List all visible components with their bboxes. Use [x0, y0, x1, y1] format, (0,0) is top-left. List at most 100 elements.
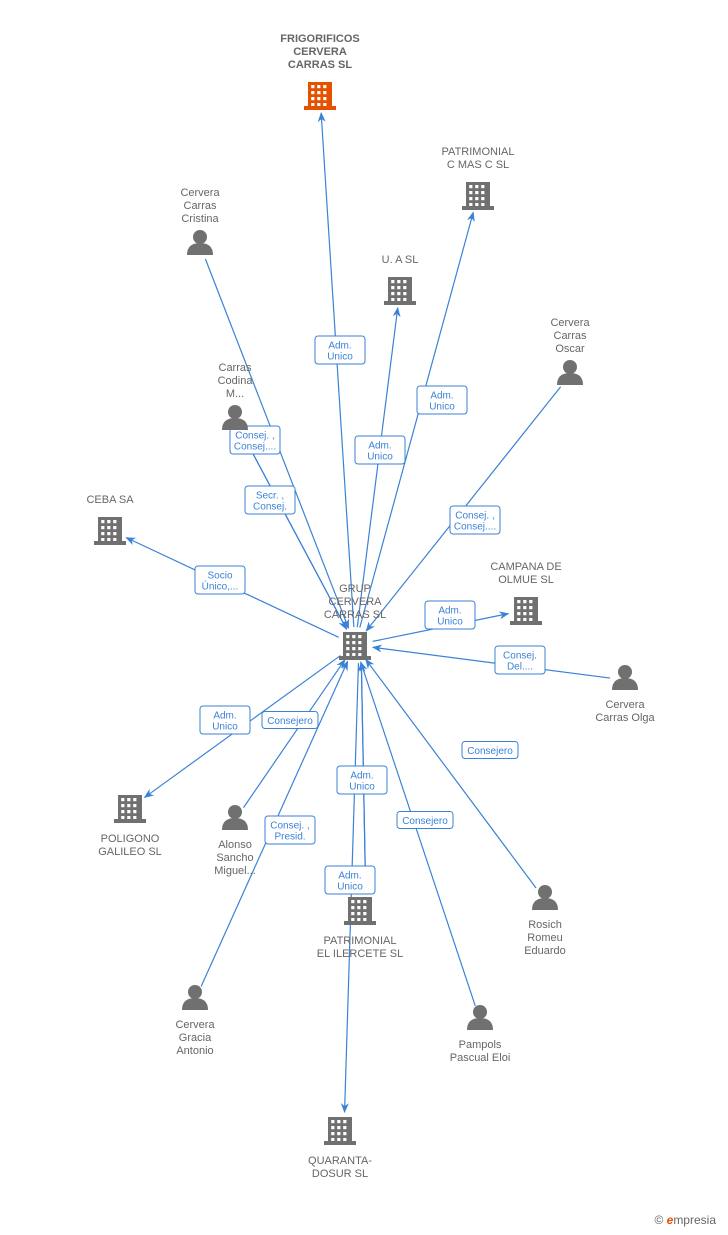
node-label: CARRAS SL: [288, 59, 352, 71]
node-label: Miguel...: [214, 865, 256, 877]
node-label: Cervera: [550, 317, 590, 329]
svg-text:Unico: Unico: [349, 781, 375, 792]
svg-text:Consej. ,: Consej. ,: [235, 430, 274, 441]
svg-text:Consej....: Consej....: [234, 441, 276, 452]
relation-edge: [360, 212, 474, 627]
node-label: Codina: [218, 375, 254, 387]
edge-label: Adm.Unico: [200, 706, 250, 734]
node-label: CERVERA: [329, 596, 383, 608]
svg-text:Unico: Unico: [437, 616, 463, 627]
svg-text:Único,...: Único,...: [202, 579, 239, 592]
node-label: Rosich: [528, 919, 562, 931]
svg-text:Consej.: Consej.: [503, 650, 537, 661]
copyright-symbol: ©: [654, 1213, 663, 1227]
node-label: DOSUR SL: [312, 1168, 368, 1180]
relation-edge: [366, 659, 536, 888]
edge-label: Consejero: [397, 812, 453, 829]
edge-label: SocioÚnico,...: [195, 566, 245, 594]
person-node[interactable]: CerveraCarras Olga: [595, 665, 655, 724]
svg-text:Consejero: Consejero: [467, 746, 513, 757]
svg-text:Consej....: Consej....: [454, 521, 496, 532]
svg-text:Adm.: Adm.: [328, 340, 351, 351]
node-label: OLMUE SL: [498, 574, 554, 586]
edge-label: Consejero: [462, 742, 518, 759]
node-label: PATRIMONIAL: [442, 146, 515, 158]
node-label: Cervera: [605, 699, 645, 711]
svg-text:Adm.: Adm.: [438, 605, 461, 616]
edge-label: Adm.Unico: [337, 766, 387, 794]
node-label: Cristina: [181, 213, 219, 225]
svg-text:Adm.: Adm.: [213, 710, 236, 721]
company-node[interactable]: PATRIMONIALC MAS C SL: [442, 146, 515, 210]
node-label: FRIGORIFICOS: [280, 33, 359, 45]
node-label: Carras: [183, 200, 217, 212]
svg-text:Secr. ,: Secr. ,: [256, 490, 284, 501]
svg-text:Unico: Unico: [337, 881, 363, 892]
person-node[interactable]: PampolsPascual Eloi: [450, 1005, 511, 1064]
node-label: EL ILERCETE SL: [317, 948, 403, 960]
node-label: Cervera: [175, 1019, 215, 1031]
node-label: CAMPANA DE: [490, 561, 561, 573]
node-label: Carras: [553, 330, 587, 342]
node-label: Gracia: [179, 1032, 212, 1044]
person-node[interactable]: CerveraGraciaAntonio: [175, 985, 215, 1057]
network-diagram: Secr. ,Consej.Adm.UnicoAdm.UnicoAdm.Unic…: [0, 0, 728, 1235]
svg-text:Unico: Unico: [212, 721, 238, 732]
company-node[interactable]: POLIGONOGALILEO SL: [98, 795, 162, 858]
relation-edge: [321, 113, 354, 627]
edge-label: Consej. ,Consej....: [230, 426, 280, 454]
company-node[interactable]: FRIGORIFICOSCERVERACARRAS SL: [280, 33, 359, 110]
svg-text:Consejero: Consejero: [402, 816, 448, 827]
node-label: M...: [226, 388, 244, 400]
company-node[interactable]: U. A SL: [382, 254, 419, 305]
node-label: Sancho: [216, 852, 253, 864]
edge-label: Adm.Unico: [325, 866, 375, 894]
node-label: POLIGONO: [101, 833, 160, 845]
svg-text:Del....: Del....: [507, 661, 533, 672]
node-label: Eduardo: [524, 945, 566, 957]
person-node[interactable]: AlonsoSanchoMiguel...: [214, 805, 256, 877]
svg-text:Unico: Unico: [327, 351, 353, 362]
svg-text:Presid.: Presid.: [274, 831, 305, 842]
svg-text:Consejero: Consejero: [267, 716, 313, 727]
edge-label: Adm.Unico: [425, 601, 475, 629]
svg-text:Consej. ,: Consej. ,: [270, 820, 309, 831]
node-label: GRUP: [339, 583, 371, 595]
node-label: Cervera: [180, 187, 220, 199]
person-node[interactable]: CerveraCarrasOscar: [550, 317, 590, 385]
svg-text:Unico: Unico: [429, 401, 455, 412]
node-label: C MAS C SL: [447, 159, 509, 171]
node-label: Romeu: [527, 932, 562, 944]
company-node[interactable]: PATRIMONIALEL ILERCETE SL: [317, 897, 403, 960]
person-node[interactable]: CarrasCodinaM...: [218, 362, 254, 430]
edge-label: Consej. ,Presid.: [265, 816, 315, 844]
relation-edge: [243, 660, 344, 808]
edge-label: Adm.Unico: [417, 386, 467, 414]
node-label: CARRAS SL: [324, 609, 386, 621]
node-label: U. A SL: [382, 254, 419, 266]
node-label: CEBA SA: [86, 494, 134, 506]
node-label: Carras Olga: [595, 712, 655, 724]
edge-label: Adm.Unico: [315, 336, 365, 364]
node-label: CERVERA: [293, 46, 347, 58]
svg-text:Consej. ,: Consej. ,: [455, 510, 494, 521]
svg-text:Unico: Unico: [367, 451, 393, 462]
relation-edge: [373, 647, 610, 678]
person-node[interactable]: RosichRomeuEduardo: [524, 885, 566, 957]
node-label: GALILEO SL: [98, 846, 162, 858]
person-node[interactable]: CerveraCarrasCristina: [180, 187, 220, 255]
node-label: PATRIMONIAL: [324, 935, 397, 947]
node-label: Oscar: [555, 343, 585, 355]
svg-text:Consej.: Consej.: [253, 501, 287, 512]
svg-text:Adm.: Adm.: [430, 390, 453, 401]
svg-text:Adm.: Adm.: [350, 770, 373, 781]
node-label: Pampols: [459, 1039, 502, 1051]
company-node[interactable]: GRUPCERVERACARRAS SL: [324, 583, 386, 660]
brand-rest: mpresia: [673, 1213, 716, 1227]
svg-text:Adm.: Adm.: [338, 870, 361, 881]
node-label: Alonso: [218, 839, 252, 851]
edge-label: Consej. ,Consej....: [450, 506, 500, 534]
edge-label: Consej.Del....: [495, 646, 545, 674]
company-node[interactable]: QUARANTA-DOSUR SL: [308, 1117, 372, 1180]
node-label: QUARANTA-: [308, 1155, 372, 1167]
